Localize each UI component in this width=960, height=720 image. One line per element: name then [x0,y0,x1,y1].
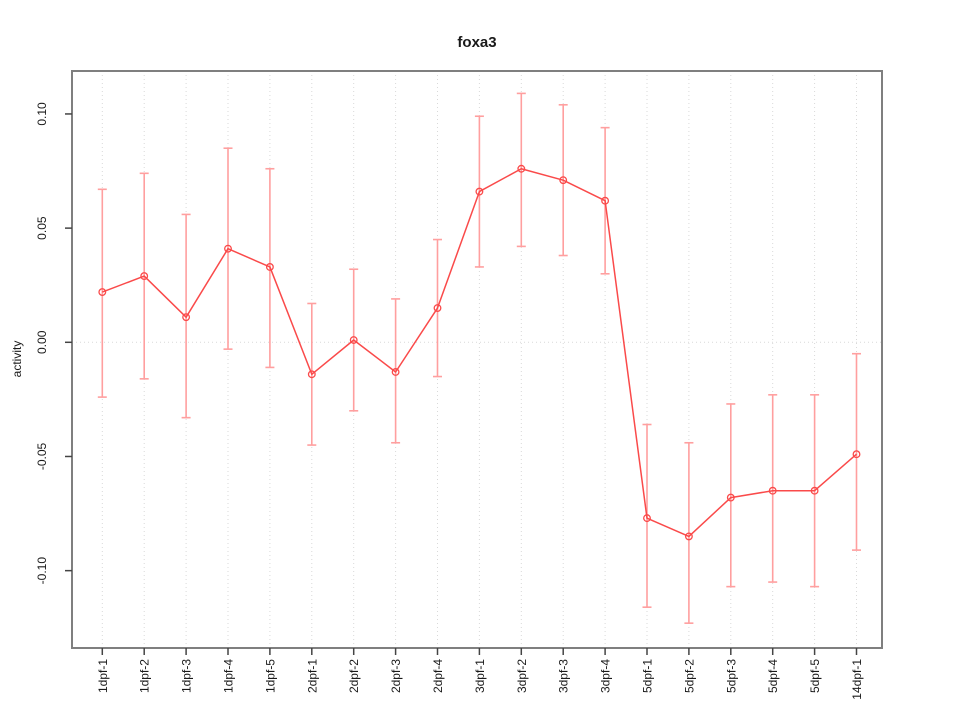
x-tick-label: 3dpf-1 [473,659,487,693]
data-point [98,288,107,297]
data-point [182,313,191,322]
x-axis-ticks [101,648,858,655]
y-axis-label: activity [10,341,24,378]
error-bar [97,188,107,398]
x-tick-labels: 1dpf-1 1dpf-2 1dpf-3 1dpf-4 1dpf-5 2dpf-1 2dpf… [96,659,864,700]
x-tick-label: 1dpf-2 [138,659,152,693]
error-bar [768,394,778,583]
data-point [810,486,819,495]
data-point [349,336,358,344]
y-tick-label: 0.05 [35,216,49,240]
data-point [391,368,400,376]
x-tick-label: 3dpf-3 [557,659,571,693]
data-point [224,244,232,253]
x-tick-label: 2dpf-2 [347,659,361,693]
data-point [684,532,693,541]
x-tick-label: 5dpf-1 [641,659,655,693]
x-tick-label: 14dpf-1 [850,659,864,700]
data-point [768,486,777,495]
plot-border [71,70,883,649]
data-point [643,514,651,523]
x-tick-label: 1dpf-4 [222,659,236,693]
data-point [265,262,274,271]
data-point [307,370,316,379]
x-tick-label: 5dpf-3 [724,659,738,693]
x-tick-label: 3dpf-4 [599,659,613,693]
data-point [140,272,149,281]
x-tick-label: 5dpf-2 [682,659,696,693]
x-tick-label: 2dpf-3 [389,659,403,693]
x-tick-label: 5dpf-5 [808,659,822,693]
x-tick-label: 5dpf-4 [766,659,780,693]
error-bar [726,403,736,588]
x-tick-label: 3dpf-2 [515,659,529,693]
x-tick-label: 2dpf-4 [431,659,445,693]
plot-box [71,70,883,649]
error-bar [516,92,526,248]
x-tick-label: 1dpf-3 [180,659,194,693]
y-tick-label: 0.00 [35,330,49,354]
y-tick-label: 0.10 [35,102,49,126]
data-point [559,176,568,185]
data-point [475,187,484,196]
y-axis-ticks [65,113,72,572]
data-point [433,304,442,312]
series-polyline [102,168,857,538]
data-point [726,493,735,502]
x-tick-label: 1dpf-1 [96,659,110,693]
chart-title: foxa3 [457,34,496,51]
error-bar [852,352,861,551]
series-line [102,168,857,538]
data-point [517,164,526,173]
x-tick-label: 2dpf-1 [305,659,319,693]
data-point [852,450,861,459]
y-tick-label: -0.05 [35,442,49,470]
data-point [601,196,610,205]
data-points [98,164,861,541]
gridlines [72,71,882,648]
y-tick-label: -0.10 [35,557,49,585]
y-tick-labels: 0.10 0.05 0.00 -0.05 -0.10 [35,102,49,584]
x-tick-label: 1dpf-5 [263,659,277,693]
